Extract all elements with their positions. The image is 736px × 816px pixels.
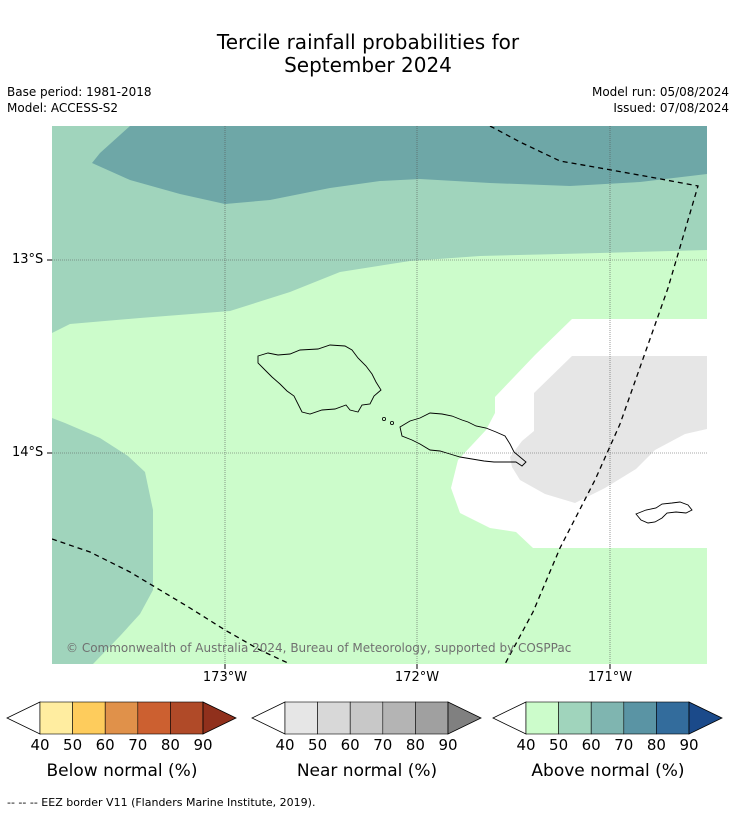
title-line-1: Tercile rainfall probabilities for (216, 30, 520, 54)
colorbar-near-swatch (317, 701, 351, 735)
lon-label-172w: 172°W (394, 670, 440, 685)
colorbar-above-swatch (525, 701, 559, 735)
colorbar-near-tick: 90 (438, 736, 458, 754)
colorbar-above-tick: 80 (646, 736, 666, 754)
colorbar-above-extend-high (688, 701, 723, 735)
colorbar-near-tick: 40 (275, 736, 295, 754)
island-manono (389, 420, 394, 425)
colorbar-near-extend-high (447, 701, 482, 735)
colorbar-below-swatch (39, 701, 73, 735)
colorbar-above-swatch (590, 701, 625, 735)
region-above-60-70-north (92, 126, 707, 204)
colorbar-below-tick: 50 (63, 736, 83, 754)
colorbar-above-tick: 70 (614, 736, 634, 754)
model-run: Model run: 05/08/2024 (591, 85, 729, 99)
colorbar-near-tick: 80 (405, 736, 425, 754)
colorbar-above-normal (492, 701, 723, 735)
meta-right: Model run: 05/08/2024 Issued: 07/08/2024 (592, 84, 729, 116)
region-above-50-60-southwest (52, 418, 153, 664)
colorbar-above-tick: 60 (581, 736, 601, 754)
colorbar-above-tick: 90 (679, 736, 699, 754)
colorbar-near-tick: 70 (373, 736, 393, 754)
meta-left: Base period: 1981-2018 Model: ACCESS-S2 (7, 84, 152, 116)
region-near-40-50 (510, 356, 707, 503)
lon-label-173w: 173°W (202, 670, 248, 685)
colorbar-title-below: Below normal (%) (46, 761, 198, 781)
eez-legend-footer: -- -- -- EEZ border V11 (Flanders Marine… (7, 796, 316, 809)
lon-label-171w: 171°W (587, 670, 633, 685)
colorbar-near-swatch (349, 701, 384, 735)
colorbar-below-extend-low (6, 701, 41, 735)
colorbar-title-above: Above normal (%) (531, 761, 685, 781)
colorbar-near-swatch (415, 701, 449, 735)
eez-border-southwest (52, 538, 291, 664)
colorbar-near-normal (251, 701, 482, 735)
colorbar-near-tick: 60 (340, 736, 360, 754)
island-apolima (381, 416, 386, 421)
map-title: Tercile rainfall probabilities for Septe… (0, 31, 736, 77)
island-tutuila (635, 501, 693, 524)
colorbar-below-swatch (137, 701, 171, 735)
colorbars (6, 701, 723, 735)
colorbar-above-tick: 40 (516, 736, 536, 754)
title-line-2: September 2024 (284, 53, 452, 77)
base-period: Base period: 1981-2018 (7, 85, 152, 99)
colorbar-below-swatch (170, 701, 204, 735)
colorbar-below-tick: 70 (128, 736, 148, 754)
issued-date: Issued: 07/08/2024 (613, 101, 729, 115)
colorbar-below-tick: 60 (95, 736, 115, 754)
colorbar-below-tick: 80 (160, 736, 180, 754)
colorbar-near-swatch (284, 701, 318, 735)
colorbar-above-swatch (558, 701, 592, 735)
lat-label-13s: 13°S (12, 252, 44, 267)
colorbar-below-tick: 90 (193, 736, 213, 754)
eez-border-east (489, 126, 699, 664)
model-name: Model: ACCESS-S2 (7, 101, 119, 115)
colorbar-near-swatch (382, 701, 416, 735)
colorbar-above-swatch (623, 701, 657, 735)
colorbar-above-swatch (656, 701, 690, 735)
lat-label-14s: 14°S (12, 445, 44, 460)
colorbar-title-near: Near normal (%) (296, 761, 438, 781)
colorbar-below-extend-high (202, 701, 237, 735)
colorbar-near-tick: 50 (308, 736, 328, 754)
colorbar-below-swatch (104, 701, 139, 735)
island-upolu (399, 412, 527, 467)
colorbar-below-normal (6, 701, 237, 735)
colorbar-near-extend-low (251, 701, 286, 735)
island-savaii (257, 344, 382, 415)
copyright-notice: © Commonwealth of Australia 2024, Bureau… (66, 641, 572, 655)
colorbar-above-extend-low (492, 701, 527, 735)
colorbar-above-tick: 50 (549, 736, 569, 754)
colorbar-below-swatch (72, 701, 106, 735)
colorbar-below-tick: 40 (30, 736, 50, 754)
